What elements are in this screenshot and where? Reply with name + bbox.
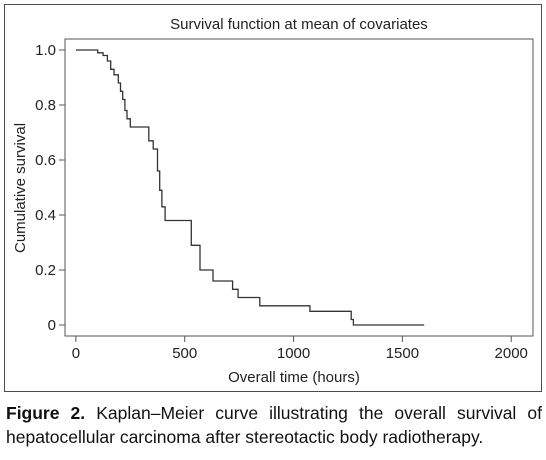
x-tick-label: 2000 <box>495 345 528 362</box>
plot-area-border <box>64 38 534 337</box>
y-tick-label: 1.0 <box>35 42 56 59</box>
x-tick-label: 500 <box>172 345 197 362</box>
x-tick-label: 1500 <box>386 345 419 362</box>
y-axis-title: Cumulative survival <box>12 123 29 253</box>
series-layer <box>75 49 425 326</box>
km-chart: Survival function at mean of covariates … <box>12 16 534 386</box>
figure-caption: Figure 2. Kaplan–Meier curve illustratin… <box>6 401 542 449</box>
y-tick-label: 0.4 <box>35 207 56 224</box>
y-tick-label: 0 <box>48 317 56 334</box>
y-tick-label: 0.2 <box>35 262 56 279</box>
x-tick-label: 0 <box>72 345 80 362</box>
chart-frame: Survival function at mean of covariates … <box>4 4 542 392</box>
x-tick-label: 1000 <box>277 345 310 362</box>
chart-title: Survival function at mean of covariates <box>170 16 428 33</box>
y-tick-label: 0.8 <box>35 97 56 114</box>
y-axis: 0 0.2 0.4 0.6 0.8 1.0 <box>35 42 65 334</box>
x-axis: 0 500 1000 1500 2000 <box>72 336 528 362</box>
caption-label: Figure 2. <box>6 403 86 423</box>
x-axis-title: Overall time (hours) <box>228 369 360 386</box>
y-tick-label: 0.6 <box>35 152 56 169</box>
survival-curve <box>75 49 425 326</box>
caption-text: Kaplan–Meier curve illustrating the over… <box>6 403 542 447</box>
